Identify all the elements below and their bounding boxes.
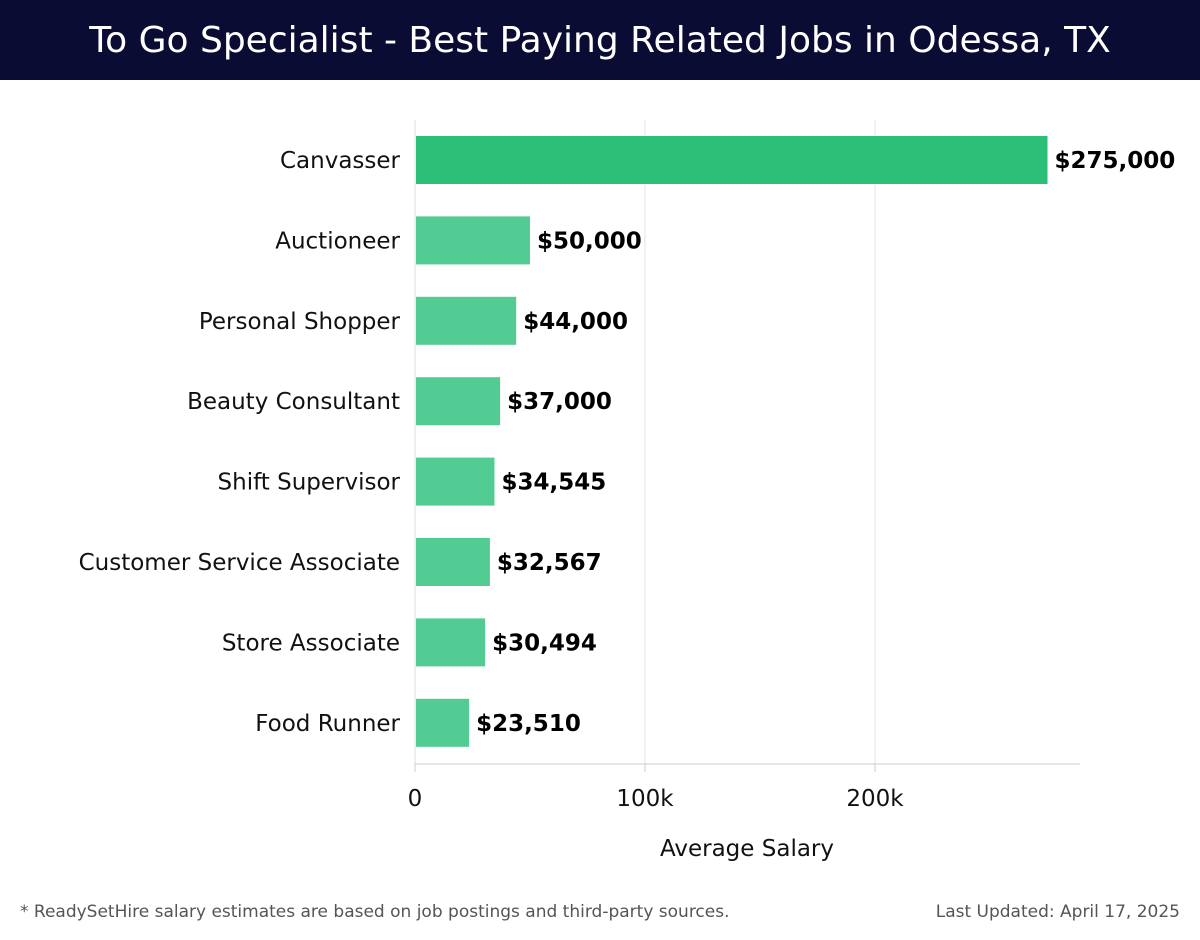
- bar: [416, 698, 470, 747]
- bar: [416, 216, 530, 265]
- value-label: $44,000: [523, 309, 628, 335]
- bar: [416, 538, 490, 586]
- category-label: Personal Shopper: [199, 309, 401, 335]
- x-axis-title: Average Salary: [660, 836, 834, 862]
- bar: [416, 136, 1048, 184]
- last-updated: Last Updated: April 17, 2025: [935, 902, 1180, 922]
- x-tick-label: 100k: [616, 786, 674, 812]
- value-label: $30,494: [492, 630, 597, 656]
- category-label: Canvasser: [280, 148, 401, 174]
- category-label: Beauty Consultant: [187, 389, 400, 415]
- category-label: Auctioneer: [275, 228, 400, 254]
- page-title: To Go Specialist - Best Paying Related J…: [89, 19, 1111, 61]
- value-label: $32,567: [497, 550, 602, 576]
- title-banner: To Go Specialist - Best Paying Related J…: [0, 0, 1200, 80]
- bars: [416, 136, 1048, 747]
- category-label: Shift Supervisor: [218, 470, 401, 496]
- value-label: $275,000: [1055, 148, 1176, 174]
- x-tick-label: 0: [408, 786, 423, 812]
- bar: [416, 377, 501, 426]
- category-label: Food Runner: [255, 711, 400, 737]
- value-label: $50,000: [537, 228, 642, 254]
- footnote: * ReadySetHire salary estimates are base…: [20, 902, 730, 922]
- bar: [416, 296, 517, 345]
- bar: [416, 618, 486, 667]
- value-label: $34,545: [501, 470, 606, 496]
- value-labels: $275,000 $50,000 $44,000 $37,000 $34,545 $32,…: [476, 148, 1175, 737]
- salary-bar-chart: Canvasser Auctioneer Personal Shopper Beaut…: [79, 120, 1175, 862]
- category-label: Customer Service Associate: [79, 550, 400, 576]
- category-labels: Canvasser Auctioneer Personal Shopper Beaut…: [79, 148, 401, 737]
- x-tick-label: 200k: [846, 786, 904, 812]
- bar: [416, 457, 495, 506]
- category-label: Store Associate: [222, 630, 400, 656]
- value-label: $37,000: [507, 389, 612, 415]
- value-label: $23,510: [476, 711, 581, 737]
- x-axis: 0 100k 200k: [408, 120, 1080, 812]
